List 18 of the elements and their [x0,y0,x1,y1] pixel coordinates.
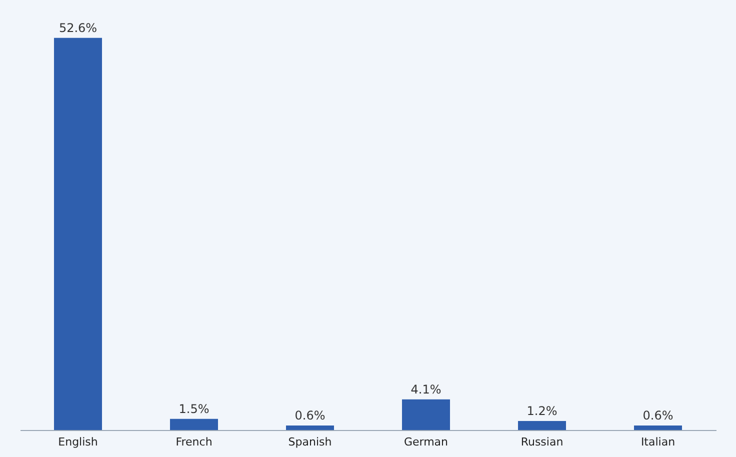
data-label: 0.6% [294,408,326,423]
bar [634,426,682,430]
bar [286,426,334,430]
data-label: 1.2% [526,404,558,418]
x-tick-label: German [404,436,448,448]
x-tick-label: English [58,436,98,448]
data-label: 52.6% [58,20,98,35]
data-label: 0.6% [642,408,674,423]
x-tick-label: Russian [520,436,564,448]
bar [518,421,566,430]
x-tick-label: French [176,436,212,448]
data-label: 4.1% [410,382,442,396]
bar [54,38,102,430]
data-label: 1.5% [178,402,210,416]
x-tick-label: Spanish [288,436,332,448]
bar [170,418,218,430]
x-tick-label: Italian [640,436,676,448]
bar [402,399,450,430]
